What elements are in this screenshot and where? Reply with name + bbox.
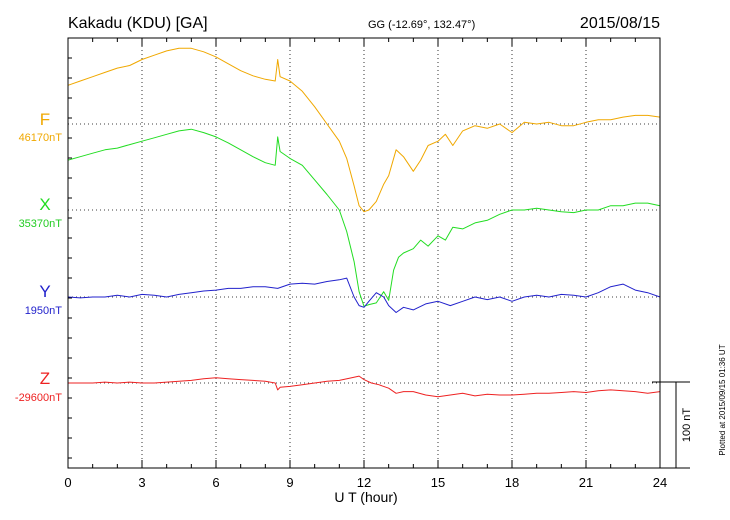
series-label-z: Z xyxy=(40,369,50,388)
date-label: 2015/08/15 xyxy=(580,15,660,32)
x-tick-label-3: 3 xyxy=(138,475,145,490)
series-label-f: F xyxy=(40,110,50,129)
series-line-z xyxy=(68,375,661,398)
baseline-label-y: 1950nT xyxy=(25,305,63,317)
series-lines xyxy=(67,47,661,398)
x-tick-label-24: 24 xyxy=(653,475,667,490)
x-tick-label-0: 0 xyxy=(64,475,71,490)
series-labels: F 46170nT X 35370nT Y 1950nT Z -29600nT xyxy=(15,110,62,404)
series-label-y: Y xyxy=(39,282,50,301)
plotted-at-label: Plotted at 2015/09/15 01:36 UT xyxy=(718,344,727,455)
coords-label: GG (-12.69°, 132.47°) xyxy=(368,19,475,31)
x-axis-label: U T (hour) xyxy=(334,489,397,505)
x-tick-label-9: 9 xyxy=(286,475,293,490)
series-line-x xyxy=(67,128,661,307)
grid-lines xyxy=(68,38,660,468)
x-tick-label-21: 21 xyxy=(579,475,593,490)
scale-bar: 100 nT xyxy=(652,381,693,469)
series-line-f xyxy=(67,47,661,213)
series-line-y xyxy=(67,277,661,313)
baseline-label-x: 35370nT xyxy=(19,218,63,230)
x-tick-label-12: 12 xyxy=(357,475,371,490)
x-tick-label-18: 18 xyxy=(505,475,519,490)
axis-ticks: 0 3 6 9 12 15 18 21 24 xyxy=(64,38,667,490)
series-label-x: X xyxy=(39,195,50,214)
station-title: Kakadu (KDU) [GA] xyxy=(68,15,208,32)
baseline-label-f: 46170nT xyxy=(19,132,63,144)
baseline-label-z: -29600nT xyxy=(15,392,62,404)
x-tick-label-15: 15 xyxy=(431,475,445,490)
scale-bar-label: 100 nT xyxy=(681,408,693,443)
x-tick-label-6: 6 xyxy=(212,475,219,490)
